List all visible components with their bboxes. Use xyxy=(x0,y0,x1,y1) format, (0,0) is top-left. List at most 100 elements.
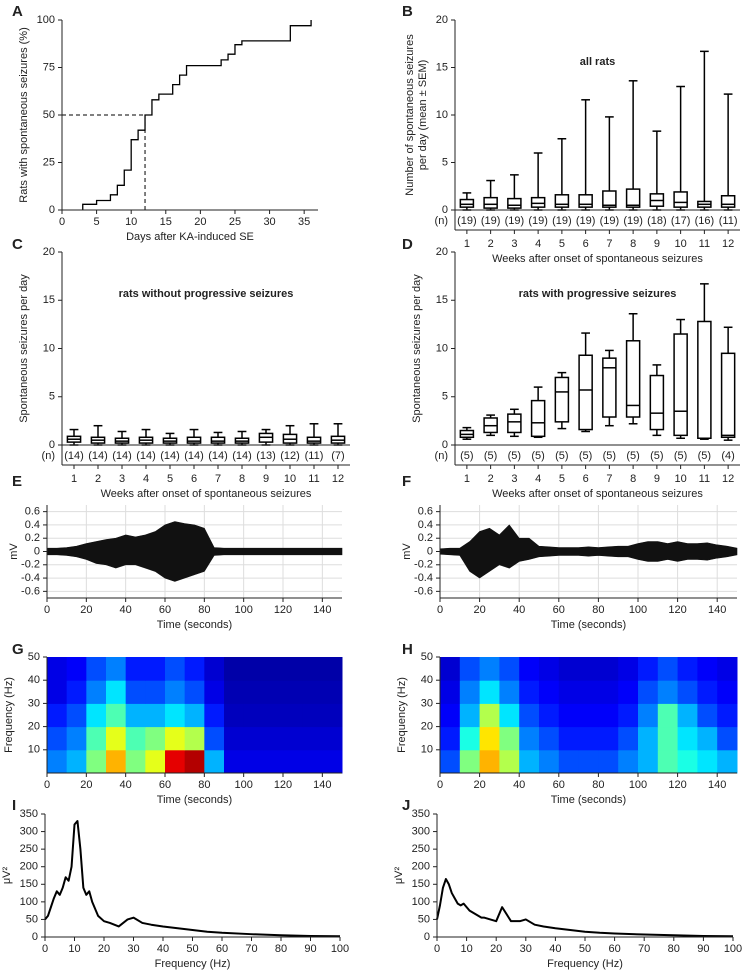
x-tick-label: 60 xyxy=(608,943,620,955)
y-tick-label: 0 xyxy=(427,545,433,557)
n-label: (14) xyxy=(232,450,252,462)
heatmap-cell xyxy=(598,657,619,681)
heatmap-cell xyxy=(519,726,540,751)
heatmap-cell xyxy=(302,703,323,728)
x-tick-label: 60 xyxy=(159,779,171,791)
x-tick-label: 3 xyxy=(119,473,125,485)
heatmap-cell xyxy=(86,749,107,774)
box xyxy=(210,436,226,444)
heatmap-cell xyxy=(479,657,500,681)
box xyxy=(507,413,522,434)
heatmap-cell xyxy=(638,726,659,751)
y-tick-label: 0 xyxy=(34,545,40,557)
n-label: (7) xyxy=(331,450,344,462)
box xyxy=(186,436,202,444)
heatmap-cell xyxy=(47,749,68,774)
heatmap-cell xyxy=(106,680,127,704)
heatmap-cell xyxy=(499,726,520,751)
x-tick-label: 20 xyxy=(80,604,92,616)
y-tick-label: 50 xyxy=(418,913,430,925)
panel-label: C xyxy=(12,236,23,253)
y-axis-title: mV xyxy=(401,543,413,560)
heatmap-cell xyxy=(499,657,520,681)
heatmap-cell xyxy=(145,726,166,751)
heatmap-cell xyxy=(558,657,580,681)
x-tick-label: 60 xyxy=(159,604,171,616)
x-tick-label: 140 xyxy=(313,779,331,791)
x-tick-label: 6 xyxy=(583,473,589,485)
x-tick-label: 9 xyxy=(654,473,660,485)
heatmap-cell xyxy=(657,703,679,728)
heatmap-cell xyxy=(717,749,738,774)
y-tick-label: 300 xyxy=(412,825,430,837)
heatmap-cell xyxy=(106,657,127,681)
n-label: (19) xyxy=(481,215,501,227)
heatmap-cell xyxy=(184,749,205,774)
heatmap-cell xyxy=(459,680,481,704)
heatmap-cell xyxy=(539,726,560,751)
heatmap-cell xyxy=(440,680,461,704)
x-axis-title: Time (seconds) xyxy=(157,619,232,631)
heatmap-cell xyxy=(106,703,127,728)
n-label: (18) xyxy=(647,215,667,227)
x-tick-label: 50 xyxy=(186,943,198,955)
x-tick-label: 10 xyxy=(284,473,296,485)
heatmap-cell xyxy=(558,703,580,728)
heatmap-cell xyxy=(479,726,500,751)
x-tick-label: 0 xyxy=(44,779,50,791)
heatmap-cell xyxy=(440,703,461,728)
n-label: (14) xyxy=(136,450,156,462)
heatmap-cell xyxy=(263,726,284,751)
heatmap-cell xyxy=(165,703,186,728)
panel-label: G xyxy=(12,641,24,658)
y-tick-label: 350 xyxy=(20,808,38,820)
y-tick-label: 50 xyxy=(421,651,433,663)
x-tick-label: 4 xyxy=(535,238,541,250)
y-tick-label: 20 xyxy=(436,246,448,258)
heatmap-cell xyxy=(204,749,225,774)
y-tick-label: -0.4 xyxy=(21,572,40,584)
x-tick-label: 0 xyxy=(434,943,440,955)
box xyxy=(720,352,736,439)
x-tick-label: 10 xyxy=(675,238,687,250)
x-tick-label: 40 xyxy=(157,943,169,955)
x-tick-label: 100 xyxy=(234,779,252,791)
y-tick-label: 20 xyxy=(436,14,448,26)
heatmap-cell xyxy=(558,749,580,774)
heatmap-cell xyxy=(598,680,619,704)
heatmap-cell xyxy=(302,680,323,704)
heatmap-cell xyxy=(638,749,659,774)
n-label: (19) xyxy=(528,215,548,227)
heatmap-cell xyxy=(66,680,87,704)
heatmap-cell xyxy=(598,726,619,751)
box xyxy=(673,333,688,437)
heatmap-cell xyxy=(322,703,343,728)
heatmap-cell xyxy=(638,703,659,728)
panel-label: F xyxy=(402,473,411,490)
heatmap-cell xyxy=(145,703,166,728)
x-tick-label: 80 xyxy=(198,779,210,791)
heatmap-cell xyxy=(243,680,264,704)
x-tick-label: 6 xyxy=(191,473,197,485)
heatmap-cell xyxy=(519,657,540,681)
heatmap-cell xyxy=(243,657,264,681)
x-tick-label: 1 xyxy=(71,473,77,485)
y-tick-label: 100 xyxy=(37,14,55,26)
panel-label: A xyxy=(12,3,23,20)
x-tick-label: 100 xyxy=(629,779,647,791)
heatmap-cell xyxy=(47,657,68,681)
y-axis-title: per day (mean ± SEM) xyxy=(417,60,429,171)
x-tick-label: 90 xyxy=(697,943,709,955)
x-tick-label: 100 xyxy=(724,943,742,955)
y-tick-label: 10 xyxy=(28,744,40,756)
x-tick-label: 1 xyxy=(464,473,470,485)
x-tick-label: 8 xyxy=(630,238,636,250)
heatmap-cell xyxy=(322,680,343,704)
n-label: (5) xyxy=(650,450,663,462)
heatmap-cell xyxy=(165,726,186,751)
y-tick-label: 50 xyxy=(26,913,38,925)
n-label: (5) xyxy=(460,450,473,462)
heatmap-cell xyxy=(47,726,68,751)
y-axis-title: mV xyxy=(8,543,20,560)
heatmap-cell xyxy=(558,726,580,751)
